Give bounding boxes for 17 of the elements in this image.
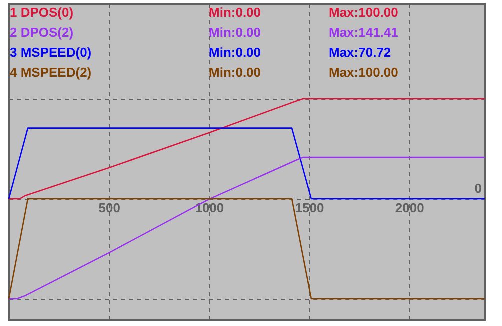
text: 1 DPOS(0): [10, 5, 74, 20]
text: Max:141.41: [329, 25, 398, 40]
text: Max:70.72: [329, 45, 392, 60]
x-tick-label: 1000: [195, 200, 224, 216]
text: Min:0.00: [209, 45, 262, 60]
text: Min:0.00: [209, 65, 262, 80]
text: Min:0.00: [209, 25, 262, 40]
text: Min:0.00: [209, 5, 262, 20]
text: 3 MSPEED(0): [10, 45, 92, 60]
text: Max:100.00: [329, 5, 398, 20]
text: Max:100.00: [329, 65, 398, 80]
x-tick-label: 500: [98, 200, 120, 216]
text: 2 DPOS(2): [10, 25, 74, 40]
annotation: 0: [474, 181, 482, 196]
x-tick-label: 1500: [295, 200, 324, 216]
text: 4 MSPEED(2): [10, 65, 92, 80]
x-tick-label: 2000: [395, 200, 424, 216]
